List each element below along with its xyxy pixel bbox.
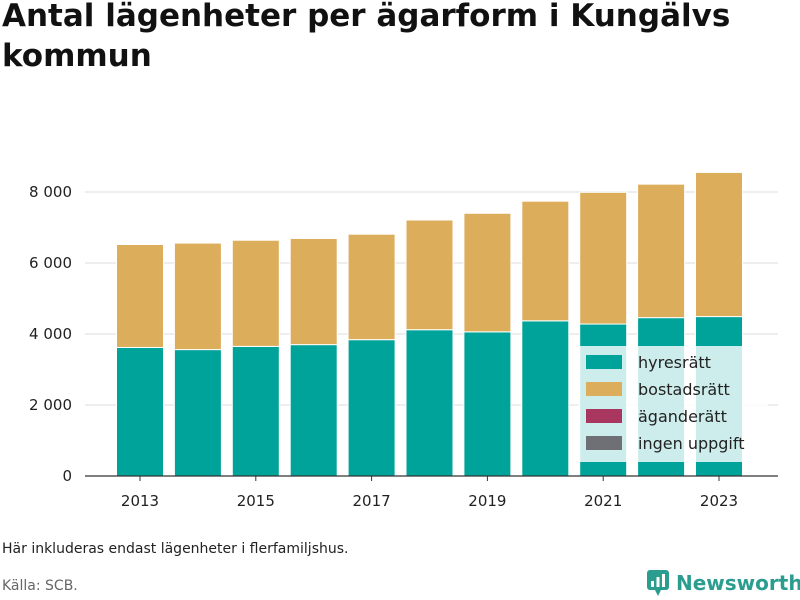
bar-segment-bostadsrätt[interactable] — [289, 237, 338, 346]
x-tick-label: 2015 — [237, 492, 275, 510]
y-tick-label: 4 000 — [29, 325, 72, 343]
bar-segment-hyresrätt[interactable] — [116, 346, 164, 477]
legend-label[interactable]: hyresrätt — [638, 353, 711, 372]
y-tick-label: 8 000 — [29, 183, 72, 201]
brand-logo[interactable]: Newsworthy — [646, 568, 800, 598]
newsworthy-icon — [647, 570, 669, 596]
legend-swatch — [586, 409, 622, 423]
x-tick-label: 2021 — [584, 492, 622, 510]
bar-segment-bostadsrätt[interactable] — [347, 233, 396, 341]
bar-segment-bostadsrätt[interactable] — [637, 183, 686, 319]
y-tick-label: 0 — [62, 467, 72, 485]
bar-segment-hyresrätt[interactable] — [521, 320, 570, 477]
bar-segment-hyresrätt[interactable] — [405, 329, 454, 477]
y-tick-label: 2 000 — [29, 396, 72, 414]
bar-segment-bostadsrätt[interactable] — [463, 212, 512, 333]
x-tick-label: 2023 — [700, 492, 738, 510]
chart-title: Antal lägenheter per ägarform i Kungälvs… — [2, 0, 731, 74]
bar-segment-hyresrätt[interactable] — [173, 349, 222, 477]
bar-segment-bostadsrätt[interactable] — [116, 244, 164, 348]
bar-segment-bostadsrätt[interactable] — [405, 219, 454, 331]
bar-segment-bostadsrätt[interactable] — [579, 191, 628, 325]
bar-segment-hyresrätt[interactable] — [463, 331, 512, 477]
legend-label[interactable]: äganderätt — [638, 407, 727, 426]
legend-swatch — [586, 355, 622, 369]
legend-label[interactable]: ingen uppgift — [638, 434, 745, 453]
source-text: Källa: SCB. — [2, 578, 78, 594]
bar-segment-bostadsrätt[interactable] — [231, 239, 280, 347]
x-tick-label: 2017 — [353, 492, 391, 510]
bar-segment-bostadsrätt[interactable] — [173, 242, 222, 351]
stacked-bar-chart: 0 2 000 4 000 6 000 8 000 2013 2015 2017 2019 202… — [29, 171, 778, 510]
footnote: Här inkluderas endast lägenheter i flerf… — [2, 541, 349, 557]
x-tick-label: 2013 — [121, 492, 159, 510]
bar-segment-bostadsrätt[interactable] — [521, 200, 570, 322]
y-tick-label: 6 000 — [29, 254, 72, 272]
brand-name: Newsworthy — [676, 571, 800, 595]
bar-segment-hyresrätt[interactable] — [289, 344, 338, 477]
legend-label[interactable]: bostadsrätt — [638, 380, 730, 399]
bar-segment-hyresrätt[interactable] — [347, 339, 396, 477]
legend-swatch — [586, 382, 622, 396]
legend-swatch — [586, 436, 622, 450]
bar-segment-hyresrätt[interactable] — [231, 345, 280, 477]
bar-segment-bostadsrätt[interactable] — [695, 171, 743, 318]
x-tick-label: 2019 — [468, 492, 506, 510]
